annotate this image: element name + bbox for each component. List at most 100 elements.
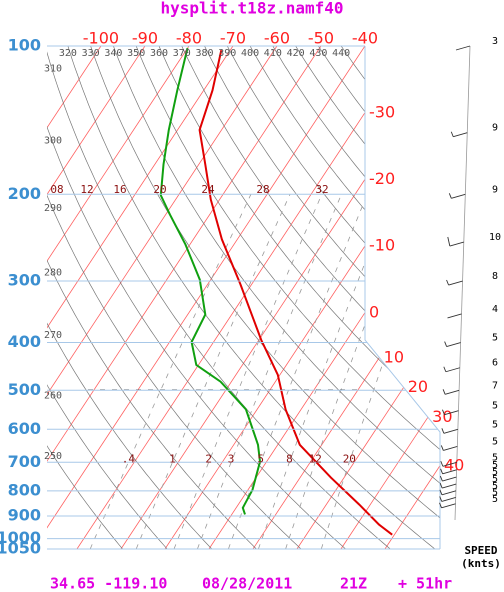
dry-adiabat-label: 350 (127, 48, 145, 59)
barb-staff (446, 342, 461, 347)
dry-adiabat-label: 410 (264, 48, 282, 59)
wind-barb (439, 475, 457, 482)
wind-speed-label: 5 (492, 452, 498, 463)
isotherm-label: -60 (264, 29, 290, 48)
moist-adiabat-label: 28 (256, 183, 269, 196)
wind-barb (450, 131, 468, 138)
wind-speed-label: 5 (492, 333, 498, 344)
y-tick-label: 800 (8, 480, 41, 499)
barb-axis (454, 45, 471, 521)
wind-speed-label: 7 (492, 380, 498, 391)
mixing-ratio-line (135, 194, 291, 549)
wind-barb (439, 496, 456, 502)
y-tick-label: 600 (8, 419, 41, 438)
dry-adiabat (47, 46, 213, 549)
barb-staff (442, 469, 457, 475)
barb-tick (439, 475, 443, 482)
isotherm (164, 46, 440, 549)
mixing-ratio-line (258, 194, 393, 549)
wind-barb (441, 428, 458, 434)
dry-adiabat (340, 46, 440, 549)
isotherm-label: -90 (132, 29, 158, 48)
dry-adiabat (249, 46, 440, 549)
moist-adiabat-label: 08 (50, 183, 63, 196)
isotherm-label: -20 (369, 169, 395, 188)
wind-barb (447, 236, 464, 247)
dry-adiabat (47, 46, 391, 549)
mixing-ratio-line (285, 194, 416, 549)
dry-adiabat (295, 46, 440, 549)
barb-staff (441, 503, 456, 509)
dry-adiabat (47, 46, 123, 549)
y-tick-label: 700 (8, 452, 41, 471)
barb-tick (440, 468, 444, 474)
wind-barb (446, 279, 463, 286)
wind-title: SPEED (464, 544, 497, 557)
barb-staff (442, 476, 457, 482)
isotherm-label: -50 (308, 29, 334, 48)
barb-staff (443, 428, 458, 434)
isotherm (47, 46, 190, 549)
barb-staff (453, 132, 468, 138)
isotherm-label: -30 (369, 103, 395, 122)
dry-adiabat (47, 46, 168, 549)
sounding-line (159, 47, 262, 515)
y-tick-label: 900 (8, 506, 41, 525)
dry-adiabat (181, 46, 440, 549)
moist-adiabat-label: 32 (315, 183, 328, 196)
dry-adiabat (47, 46, 257, 549)
barb-staff (441, 496, 456, 502)
dry-adiabat (67, 46, 436, 549)
wind-barb (440, 445, 458, 451)
barb-tick (447, 236, 451, 247)
dry-adiabat-label: 380 (195, 48, 213, 59)
barb-staff (442, 461, 457, 467)
barb-tick (444, 341, 448, 347)
wind-barb (443, 366, 460, 373)
barb-tick (450, 131, 454, 137)
wind-barb (448, 193, 466, 199)
wind-speed-label: 3 (492, 36, 498, 47)
dry-adiabat-label: 360 (150, 48, 168, 59)
isotherm (47, 46, 366, 549)
dry-adiabat-label: 310 (44, 64, 62, 75)
barb-staff (445, 367, 460, 373)
barb-tick (440, 445, 444, 451)
isotherm-label: -80 (176, 29, 202, 48)
y-tick-label: 1050 (0, 539, 41, 558)
footer-forecast: + 51hr (398, 575, 452, 592)
wind-speed-label: 8 (492, 271, 498, 282)
isotherm (340, 46, 440, 549)
barb-staff (443, 445, 458, 451)
wind-speed-label: 5 (492, 460, 498, 471)
wind-speed-label: 5 (492, 436, 498, 447)
moist-adiabat-label: 12 (80, 183, 93, 196)
dry-adiabat (318, 46, 440, 549)
dry-adiabat-label: 320 (59, 48, 77, 59)
wind-barb (439, 502, 456, 509)
barb-staff (451, 193, 466, 199)
wind-speed-label: 10 (489, 232, 501, 243)
y-tick-label: 300 (8, 271, 41, 290)
wind-barb (442, 389, 460, 395)
dry-adiabat (47, 46, 302, 549)
mixing-ratio-line (89, 194, 252, 549)
wind-speed-label: 9 (492, 123, 498, 134)
barb-tick (448, 193, 452, 199)
mixing-ratio-label: 5 (257, 452, 264, 465)
wind-speed-label: 6 (492, 358, 498, 369)
dry-adiabat-label: 330 (82, 48, 100, 59)
barb-staff (444, 389, 460, 395)
dry-adiabat-label: 420 (287, 48, 305, 59)
y-tick-label: 1000 (0, 528, 41, 547)
isotherm (76, 46, 410, 549)
mixing-ratio-line (228, 194, 368, 549)
wind-speed-label: 5 (492, 474, 498, 485)
wind-barb (440, 468, 457, 475)
isotherm-label: 10 (384, 348, 404, 367)
y-tick-label: 400 (8, 332, 41, 351)
isotherm (47, 46, 102, 549)
wind-speed-label: 9 (492, 184, 498, 195)
footer-location: 34.65 -119.10 (50, 575, 167, 592)
dry-adiabat-label: 370 (173, 48, 191, 59)
